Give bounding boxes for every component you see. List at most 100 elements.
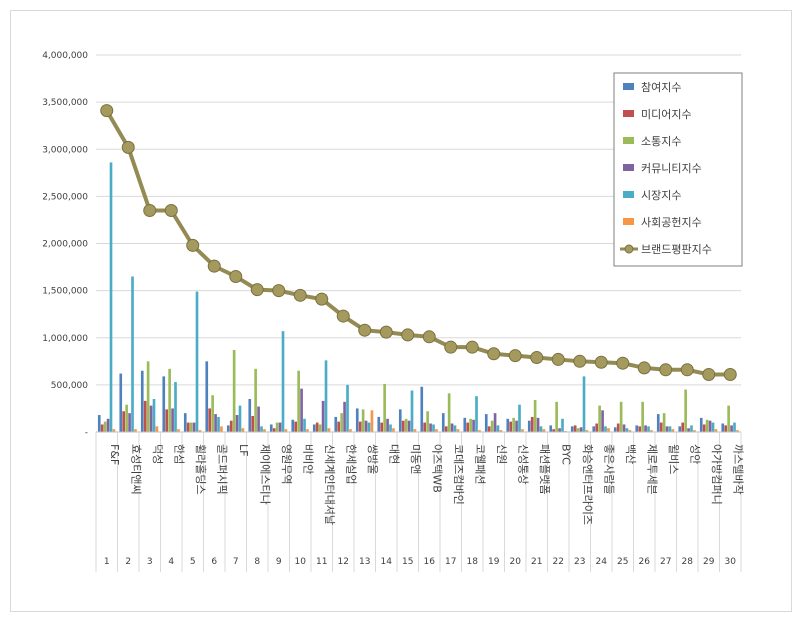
bar-5-3 <box>152 399 156 432</box>
brand-index-point-30 <box>723 368 737 382</box>
bars <box>97 162 739 433</box>
rank-label: 21 <box>531 557 542 567</box>
rank-label: 5 <box>190 557 196 567</box>
brand-index-point-13 <box>358 323 372 337</box>
bar-1-28 <box>678 426 682 432</box>
bar-3-8 <box>254 368 257 432</box>
brand-index-point-7 <box>229 269 243 283</box>
bar-5-21 <box>539 426 543 432</box>
bar-3-27 <box>662 413 666 432</box>
bar-4-13 <box>364 420 368 432</box>
bar-6-23 <box>585 430 589 432</box>
rank-label: 8 <box>254 557 260 567</box>
bar-6-18 <box>478 430 481 432</box>
bar-2-25 <box>616 423 620 432</box>
bar-1-8 <box>248 399 252 432</box>
bar-3-11 <box>318 424 322 432</box>
brand-index-point-5 <box>186 238 200 252</box>
bar-2-22 <box>552 429 556 432</box>
brand-index-point-23 <box>573 354 587 368</box>
bar-3-15 <box>404 418 408 432</box>
legend-swatch-1 <box>623 83 634 90</box>
legend-label-3: 소통지수 <box>641 135 681 148</box>
bar-4-30 <box>730 425 733 432</box>
bar-5-12 <box>346 384 349 433</box>
y-tick-label: 3,000,000 <box>42 145 88 155</box>
bar-2-23 <box>573 425 577 432</box>
rank-label: 23 <box>574 557 585 567</box>
bar-3-1 <box>103 421 107 432</box>
bar-3-13 <box>361 409 365 432</box>
category-label: 휠라홀딩스 <box>194 444 207 495</box>
bar-6-20 <box>521 429 524 432</box>
brand-index-point-20 <box>508 349 522 363</box>
brand-index-point-25 <box>616 356 630 370</box>
category-label: 쌍방울 <box>366 444 379 474</box>
bar-2-5 <box>186 422 190 432</box>
bar-6-8 <box>263 429 266 432</box>
bar-1-4 <box>162 376 166 432</box>
brand-index-point-3 <box>143 204 157 218</box>
rank-label: 6 <box>211 557 217 567</box>
rank-label: 28 <box>682 557 694 567</box>
brand-index-point-11 <box>315 292 329 306</box>
legend-label-line: 브랜드평판지수 <box>641 243 712 256</box>
bar-3-14 <box>383 383 386 432</box>
bar-2-8 <box>251 415 255 432</box>
bar-2-13 <box>358 421 362 432</box>
bar-4-25 <box>622 424 626 432</box>
category-label: 신성통상 <box>516 444 529 484</box>
bar-6-25 <box>628 430 632 432</box>
bar-6-6 <box>220 426 223 432</box>
bar-2-14 <box>380 422 384 432</box>
bar-6-4 <box>177 429 180 432</box>
bar-5-15 <box>410 390 414 432</box>
category-label: 골드퍼시픽 <box>215 444 228 495</box>
bar-1-29 <box>699 417 703 432</box>
category-label: 영원무역 <box>280 444 293 484</box>
y-tick-label: 500,000 <box>51 381 88 391</box>
bar-1-11 <box>312 424 316 432</box>
bar-4-23 <box>579 427 583 432</box>
bar-1-26 <box>635 425 639 432</box>
bar-1-13 <box>355 408 359 432</box>
bar-2-21 <box>530 416 534 432</box>
bar-1-21 <box>527 420 531 432</box>
category-label: F&F <box>108 444 121 465</box>
bar-1-24 <box>592 426 596 432</box>
bar-6-7 <box>241 428 245 432</box>
brand-index-point-22 <box>551 352 565 366</box>
category-label: 제이에스티나 <box>258 444 271 505</box>
bar-2-7 <box>229 420 233 432</box>
category-label: 덕성 <box>151 444 164 464</box>
y-tick-label: 1,000,000 <box>42 334 88 344</box>
bar-5-13 <box>367 422 371 432</box>
bar-4-4 <box>171 408 174 432</box>
bar-6-27 <box>671 429 675 432</box>
bar-3-7 <box>232 350 236 432</box>
category-label: 제로투세븐 <box>645 444 658 495</box>
legend-label-1: 참여지수 <box>641 81 681 94</box>
bar-6-29 <box>714 429 718 432</box>
bar-4-9 <box>278 422 282 432</box>
legend-label-6: 사회공헌지수 <box>641 216 702 229</box>
legend-box <box>613 72 743 267</box>
category-label: 성안 <box>688 444 701 464</box>
brand-index-point-14 <box>379 325 393 339</box>
bar-4-16 <box>429 423 432 432</box>
y-tick-label: - <box>85 428 88 438</box>
category-label: 좋은사람들 <box>602 444 615 495</box>
bar-2-26 <box>638 426 642 432</box>
brand-index-point-21 <box>530 351 544 365</box>
legend-swatch-5 <box>623 191 634 198</box>
category-label: 한세실업 <box>344 444 357 484</box>
bar-3-17 <box>447 393 451 432</box>
bar-1-1 <box>97 415 101 432</box>
brand-index-point-29 <box>702 368 716 382</box>
bar-6-28 <box>693 430 696 432</box>
bar-3-23 <box>576 428 580 432</box>
legend-swatch-6 <box>623 218 634 225</box>
bar-5-14 <box>389 424 392 432</box>
bar-6-11 <box>327 428 331 432</box>
